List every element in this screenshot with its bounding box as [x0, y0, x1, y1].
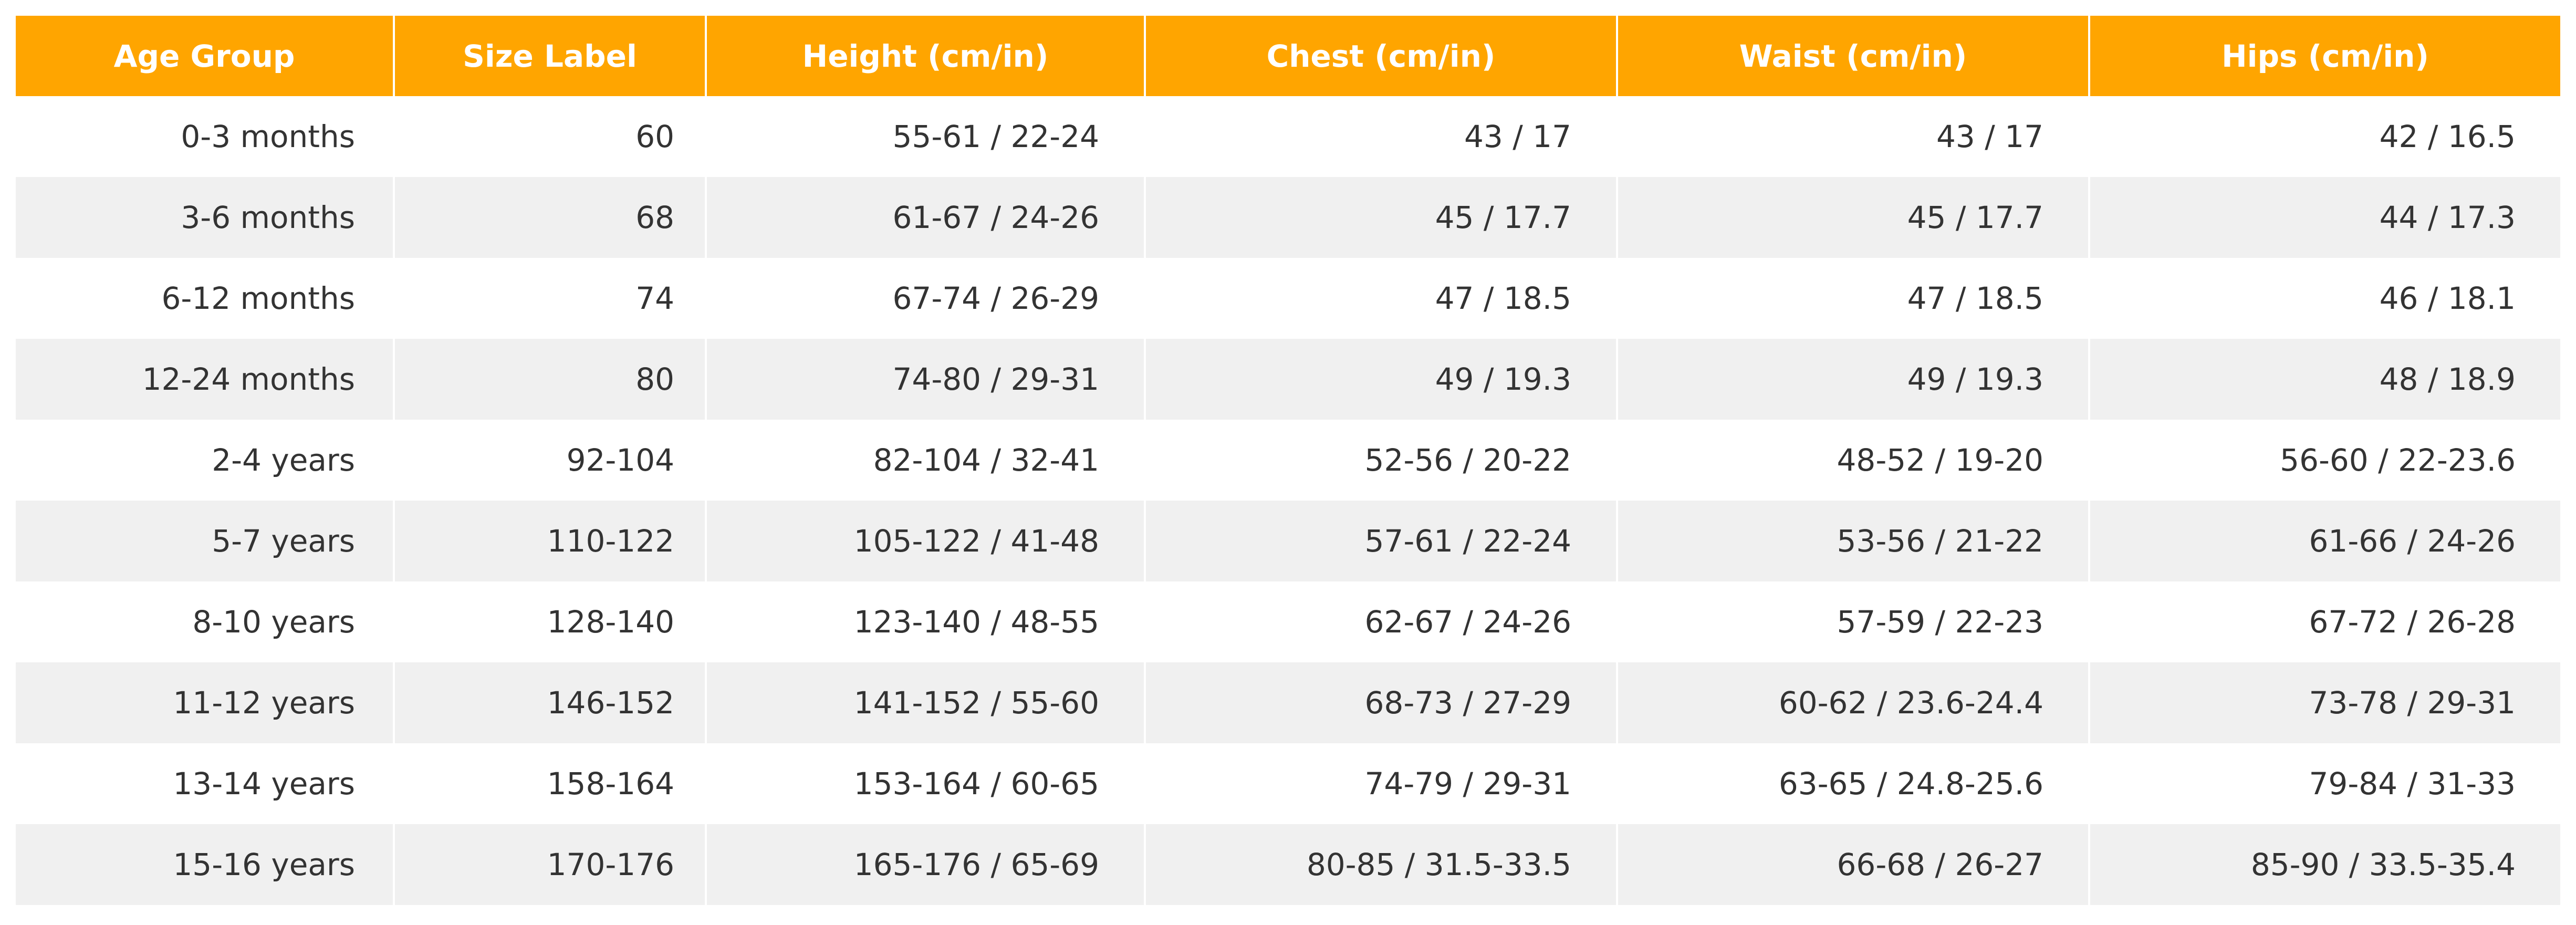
cell-age-group: 5-7 years — [16, 501, 395, 581]
cell-waist: 45 / 17.7 — [1616, 177, 2090, 258]
cell-hips: 67-72 / 26-28 — [2088, 581, 2560, 662]
cell-hips: 73-78 / 29-31 — [2088, 662, 2560, 743]
cell-waist: 47 / 18.5 — [1616, 258, 2090, 339]
cell-chest: 47 / 18.5 — [1144, 258, 1618, 339]
cell-height: 61-67 / 24-26 — [705, 177, 1146, 258]
cell-age-group: 11-12 years — [16, 662, 395, 743]
cell-height: 67-74 / 26-29 — [705, 258, 1146, 339]
table-row: 13-14 years 158-164 153-164 / 60-65 74-79 /… — [16, 743, 2560, 824]
cell-size-label: 128-140 — [393, 581, 707, 662]
table-row: 0-3 months 60 55-61 / 22-24 43 / 17 43 / 17 4… — [16, 96, 2560, 177]
cell-waist: 60-62 / 23.6-24.4 — [1616, 662, 2090, 743]
cell-size-label: 158-164 — [393, 743, 707, 824]
header-height: Height (cm/in) — [705, 16, 1146, 96]
table-row: 12-24 months 80 74-80 / 29-31 49 / 19.3 49 /… — [16, 339, 2560, 420]
cell-size-label: 92-104 — [393, 420, 707, 501]
size-chart-table: Age Group Size Label Height (cm/in) Ches… — [16, 16, 2560, 905]
cell-size-label: 68 — [393, 177, 707, 258]
cell-height: 123-140 / 48-55 — [705, 581, 1146, 662]
cell-height: 55-61 / 22-24 — [705, 96, 1146, 177]
header-hips: Hips (cm/in) — [2088, 16, 2560, 96]
table-body: 0-3 months 60 55-61 / 22-24 43 / 17 43 / 17 4… — [16, 96, 2560, 905]
table-row: 3-6 months 68 61-67 / 24-26 45 / 17.7 45 / 1… — [16, 177, 2560, 258]
cell-chest: 49 / 19.3 — [1144, 339, 1618, 420]
cell-chest: 57-61 / 22-24 — [1144, 501, 1618, 581]
cell-chest: 45 / 17.7 — [1144, 177, 1618, 258]
cell-waist: 66-68 / 26-27 — [1616, 824, 2090, 905]
cell-chest: 62-67 / 24-26 — [1144, 581, 1618, 662]
table-row: 5-7 years 110-122 105-122 / 41-48 57-61 / 2… — [16, 501, 2560, 581]
cell-chest: 80-85 / 31.5-33.5 — [1144, 824, 1618, 905]
table-header: Age Group Size Label Height (cm/in) Ches… — [16, 16, 2560, 96]
cell-chest: 68-73 / 27-29 — [1144, 662, 1618, 743]
cell-age-group: 6-12 months — [16, 258, 395, 339]
cell-waist: 53-56 / 21-22 — [1616, 501, 2090, 581]
cell-height: 153-164 / 60-65 — [705, 743, 1146, 824]
cell-age-group: 2-4 years — [16, 420, 395, 501]
cell-waist: 43 / 17 — [1616, 96, 2090, 177]
header-size-label: Size Label — [393, 16, 707, 96]
cell-age-group: 13-14 years — [16, 743, 395, 824]
cell-height: 82-104 / 32-41 — [705, 420, 1146, 501]
cell-size-label: 146-152 — [393, 662, 707, 743]
cell-size-label: 74 — [393, 258, 707, 339]
cell-size-label: 170-176 — [393, 824, 707, 905]
cell-height: 141-152 / 55-60 — [705, 662, 1146, 743]
cell-hips: 42 / 16.5 — [2088, 96, 2560, 177]
size-chart-table-container: Age Group Size Label Height (cm/in) Ches… — [16, 16, 2560, 905]
cell-height: 165-176 / 65-69 — [705, 824, 1146, 905]
cell-age-group: 0-3 months — [16, 96, 395, 177]
cell-age-group: 12-24 months — [16, 339, 395, 420]
cell-hips: 85-90 / 33.5-35.4 — [2088, 824, 2560, 905]
cell-waist: 57-59 / 22-23 — [1616, 581, 2090, 662]
cell-hips: 44 / 17.3 — [2088, 177, 2560, 258]
header-age-group: Age Group — [16, 16, 395, 96]
cell-height: 105-122 / 41-48 — [705, 501, 1146, 581]
cell-age-group: 3-6 months — [16, 177, 395, 258]
table-row: 11-12 years 146-152 141-152 / 55-60 68-73 /… — [16, 662, 2560, 743]
cell-hips: 46 / 18.1 — [2088, 258, 2560, 339]
cell-hips: 56-60 / 22-23.6 — [2088, 420, 2560, 501]
cell-height: 74-80 / 29-31 — [705, 339, 1146, 420]
header-row: Age Group Size Label Height (cm/in) Ches… — [16, 16, 2560, 96]
cell-age-group: 15-16 years — [16, 824, 395, 905]
cell-size-label: 80 — [393, 339, 707, 420]
cell-hips: 61-66 / 24-26 — [2088, 501, 2560, 581]
cell-waist: 49 / 19.3 — [1616, 339, 2090, 420]
cell-waist: 48-52 / 19-20 — [1616, 420, 2090, 501]
cell-chest: 74-79 / 29-31 — [1144, 743, 1618, 824]
cell-waist: 63-65 / 24.8-25.6 — [1616, 743, 2090, 824]
table-row: 15-16 years 170-176 165-176 / 65-69 80-85 /… — [16, 824, 2560, 905]
cell-chest: 43 / 17 — [1144, 96, 1618, 177]
cell-size-label: 60 — [393, 96, 707, 177]
table-row: 2-4 years 92-104 82-104 / 32-41 52-56 / 20-… — [16, 420, 2560, 501]
cell-chest: 52-56 / 20-22 — [1144, 420, 1618, 501]
header-waist: Waist (cm/in) — [1616, 16, 2090, 96]
cell-size-label: 110-122 — [393, 501, 707, 581]
cell-age-group: 8-10 years — [16, 581, 395, 662]
table-row: 8-10 years 128-140 123-140 / 48-55 62-67 / … — [16, 581, 2560, 662]
table-row: 6-12 months 74 67-74 / 26-29 47 / 18.5 47 / … — [16, 258, 2560, 339]
cell-hips: 79-84 / 31-33 — [2088, 743, 2560, 824]
cell-hips: 48 / 18.9 — [2088, 339, 2560, 420]
header-chest: Chest (cm/in) — [1144, 16, 1618, 96]
